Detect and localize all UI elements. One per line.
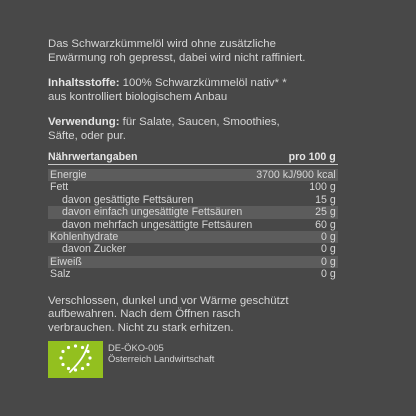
nutrition-row: davon einfach ungesättigte Fettsäuren 25… — [48, 206, 338, 219]
nutrition-table: Nährwertangaben pro 100 g Energie 3700 k… — [48, 149, 338, 281]
nutrition-row: Energie 3700 kJ/900 kcal — [48, 168, 338, 182]
eu-organic-leaf-icon-svg — [59, 344, 92, 373]
nutrition-value: 100 g — [309, 181, 336, 194]
nutrition-row: Fett 100 g — [48, 181, 338, 193]
organic-origin: Österreich Landwirtschaft — [108, 353, 215, 364]
nutrition-label: Energie — [48, 168, 255, 182]
nutrition-value: 0 g — [254, 231, 338, 244]
nutrition-value: 0 g — [254, 255, 338, 269]
organic-code: DE-ÖKO-005 — [108, 342, 164, 353]
nutrition-header-label: Nährwertangaben — [48, 149, 255, 165]
storage-text: Verschlossen, dunkel und vor Wärme gesch… — [48, 294, 289, 334]
nutrition-value: 60 g — [315, 218, 336, 231]
nutrition-row: Eiweiß 0 g — [48, 255, 338, 269]
ingredients-value: 100% Schwarzkümmelöl nativ* * aus kontro… — [48, 77, 287, 103]
nutrition-row: Kohlenhydrate 0 g — [48, 231, 338, 244]
nutrition-label: Eiweiß — [48, 255, 255, 269]
nutrition-label: davon Zucker — [62, 243, 127, 256]
nutrition-label: davon mehrfach ungesättigte Fettsäuren — [62, 218, 253, 231]
nutrition-label: davon einfach ungesättigte Fettsäuren — [48, 206, 255, 219]
nutrition-row: davon mehrfach ungesättigte Fettsäuren 6… — [48, 219, 338, 231]
ingredients-label: Inhaltsstoffe: — [48, 77, 120, 90]
nutrition-label: Fett — [50, 181, 69, 194]
nutrition-header-value: pro 100 g — [254, 149, 338, 165]
nutrition-value: 3700 kJ/900 kcal — [254, 168, 338, 182]
intro-text: Das Schwarzkümmelöl wird ohne zusätzlich… — [48, 38, 306, 64]
nutrition-row: Salz 0 g — [48, 268, 338, 280]
nutrition-value: 15 g — [315, 193, 336, 206]
nutrition-value: 0 g — [321, 268, 336, 281]
nutrition-row: davon gesättigte Fettsäuren 15 g — [48, 194, 338, 206]
nutrition-row: davon Zucker 0 g — [48, 243, 338, 255]
usage-value: für Salate, Saucen, Smoothies, Säfte, od… — [48, 116, 280, 142]
organic-certification: DE-ÖKO-005 Österreich Landwirtschaft — [108, 342, 214, 364]
nutrition-label: Salz — [50, 268, 71, 281]
usage-text: Verwendung: für Salate, Saucen, Smoothie… — [48, 116, 308, 143]
nutrition-label: davon gesättigte Fettsäuren — [62, 193, 194, 206]
eu-organic-leaf-icon — [48, 341, 103, 378]
ingredients-text: Inhaltsstoffe: 100% Schwarzkümmelöl nati… — [48, 77, 308, 104]
usage-label: Verwendung: — [48, 116, 120, 129]
nutrition-header-row: Nährwertangaben pro 100 g — [48, 149, 338, 165]
product-info: Das Schwarzkümmelöl wird ohne zusätzlich… — [48, 38, 338, 335]
nutrition-value: 0 g — [321, 243, 336, 256]
nutrition-label: Kohlenhydrate — [48, 231, 255, 244]
nutrition-value: 25 g — [254, 206, 338, 219]
